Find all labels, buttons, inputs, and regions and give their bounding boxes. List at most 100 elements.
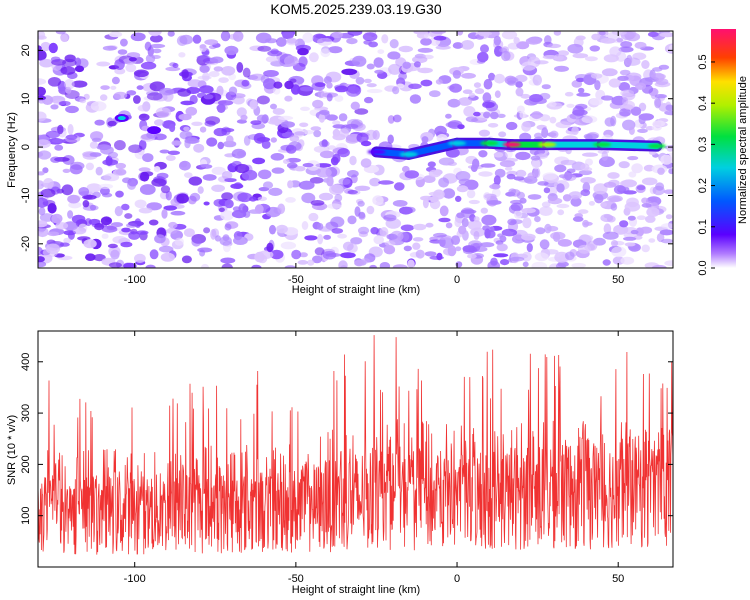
speckle-cell	[213, 66, 223, 72]
snr-xtick-label: -50	[288, 573, 304, 585]
speckle-cell	[427, 161, 436, 168]
speckle-cell	[455, 261, 463, 268]
speckle-cell	[271, 167, 285, 174]
speckle-cell	[107, 243, 118, 249]
speckle-cell	[339, 128, 350, 138]
speckle-cell	[70, 161, 85, 170]
speckle-cell	[619, 220, 629, 228]
speckle-cell	[347, 31, 363, 36]
speckle-cell	[216, 103, 226, 114]
speckle-cell	[638, 113, 654, 121]
speckle-cell	[79, 98, 87, 104]
speckle-cell	[603, 223, 612, 234]
speckle-cell	[102, 45, 117, 51]
speckle-cell	[263, 78, 276, 90]
speckle-cell	[438, 217, 451, 223]
speckle-cell	[110, 85, 117, 90]
speckle-cell	[483, 192, 491, 201]
speckle-cell	[618, 161, 630, 169]
speckle-cell	[412, 56, 428, 64]
speckle-cell	[199, 65, 210, 74]
speckle-cell	[38, 78, 47, 85]
speckle-cell	[334, 193, 343, 202]
speckle-cell	[38, 86, 46, 97]
speckle-cell	[263, 70, 279, 77]
speckle-cell	[534, 216, 541, 223]
speckle-cell	[144, 41, 152, 51]
speckle-cell	[228, 33, 239, 40]
speckle-cell	[219, 236, 232, 246]
speckle-cell	[363, 78, 372, 84]
colorbar-tick-label: 0.2	[697, 178, 709, 193]
speckle-cell	[435, 45, 451, 50]
speckle-cell	[388, 63, 402, 75]
speckle-cell	[150, 34, 163, 43]
speckle-cell	[555, 263, 567, 268]
speckle-cell	[346, 86, 361, 97]
speckle-cell	[236, 150, 246, 157]
speckle-cell	[601, 68, 618, 77]
speckle-cell	[197, 247, 213, 253]
speckle-cell	[407, 259, 415, 268]
speckle-cell	[480, 44, 489, 54]
speckle-cell	[468, 199, 480, 205]
speckle-cell	[594, 80, 601, 91]
speckle-cell	[494, 73, 505, 84]
speckle-cell	[42, 167, 49, 174]
speckle-cell	[354, 108, 369, 115]
speckle-cell	[654, 97, 662, 109]
speckle-cell	[529, 94, 544, 103]
speckle-cell	[208, 71, 220, 78]
speckle-cell	[366, 205, 375, 215]
speckle-cell	[266, 242, 274, 253]
speckle-cell	[591, 33, 601, 41]
speckle-cell	[522, 261, 529, 268]
speckle-cell	[268, 187, 283, 196]
speckle-cell	[636, 215, 647, 220]
band-mid	[405, 140, 461, 158]
speckle-cell	[238, 203, 248, 214]
speckle-cell	[479, 242, 495, 248]
speckle-cell	[337, 233, 347, 239]
speckle-cell	[286, 37, 298, 44]
speckle-cell	[571, 262, 586, 268]
speckle-cell	[566, 103, 575, 108]
speckle-cell	[210, 56, 224, 64]
speckle-cell	[362, 32, 378, 42]
speckle-cell	[531, 111, 542, 120]
speckle-cell	[369, 264, 377, 268]
speckle-cell	[507, 80, 516, 86]
speckle-cell	[566, 168, 576, 174]
speckle-cell	[618, 46, 634, 53]
speckle-cell	[204, 39, 219, 46]
speckle-cell	[646, 207, 660, 218]
speckle-cell	[133, 95, 141, 104]
speckle-cell	[284, 80, 294, 90]
speckle-cell	[447, 245, 457, 257]
speckle-cell	[473, 216, 480, 223]
speckle-cell	[277, 203, 286, 215]
speckle-cell	[420, 79, 433, 87]
speckle-cell	[206, 137, 218, 147]
speckle-cell	[404, 170, 419, 179]
speckle-cell	[71, 214, 86, 224]
speckle-cell	[482, 101, 495, 109]
speckle-cell	[113, 91, 128, 100]
speckle-cell	[38, 256, 45, 263]
speckle-cell	[501, 31, 518, 40]
speckle-cell	[221, 171, 233, 180]
speckle-cell	[634, 41, 647, 49]
spectrogram-xtick-label: -50	[288, 274, 304, 286]
speckle-cell	[360, 258, 371, 264]
speckle-cell	[478, 150, 488, 158]
speckle-cell	[126, 90, 137, 96]
speckle-cell	[585, 134, 593, 141]
speckle-cell	[638, 102, 647, 112]
speckle-cell	[534, 252, 549, 262]
speckle-cell	[332, 124, 346, 129]
speckle-cell	[663, 189, 673, 194]
speckle-cell	[72, 227, 87, 235]
speckle-cell	[505, 191, 516, 197]
speckle-cell	[191, 237, 202, 247]
speckle-cell	[506, 173, 516, 180]
